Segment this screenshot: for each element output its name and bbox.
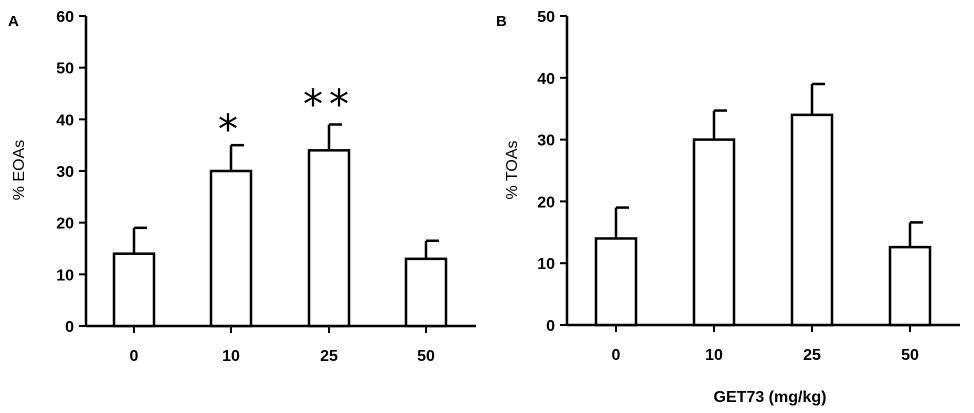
x-tick-label: 25 [803,347,821,364]
y-tick-label: 50 [537,9,555,26]
panel-b-y-ticks: 0 10 20 30 40 50 [537,9,567,335]
panel-b-chart: B % TOAs 0 10 20 30 40 50 0 10 25 50 GET73 (mg/k… [496,9,960,406]
panel-b-letter: B [496,13,507,30]
x-tick-label: 10 [705,347,723,364]
panel-a-error-bars [132,123,439,259]
y-tick-label: 30 [537,133,555,150]
bar-10 [692,138,736,327]
bar-25 [790,113,834,327]
panel-a-letter: A [8,13,19,30]
y-tick-label: 40 [537,71,555,88]
y-tick-label: 20 [537,194,555,211]
x-tick-label: 50 [901,347,919,364]
bar-0 [112,252,156,328]
significance-mark: * [218,107,244,153]
panel-b-y-axis-label: % TOAs [504,141,521,200]
bar-50 [888,245,932,327]
bar-25 [307,149,351,328]
bar-0 [594,237,638,327]
panel-b-x-axis-label: GET73 (mg/kg) [714,389,827,406]
y-tick-label: 60 [56,9,74,26]
panel-a-y-ticks: 0 10 20 30 40 50 60 [56,9,86,336]
y-tick-label: 30 [56,164,74,181]
panel-b-error-bars [614,82,923,248]
x-tick-label: 0 [612,347,621,364]
significance-mark: ** [303,82,355,128]
x-tick-label: 25 [320,348,338,365]
y-tick-label: 40 [56,112,74,129]
panel-b-bars [594,113,932,327]
x-tick-label: 10 [222,348,240,365]
panel-a-y-axis-label: % EOAs [11,140,28,200]
x-tick-label: 0 [130,348,139,365]
y-tick-label: 20 [56,216,74,233]
y-tick-label: 10 [56,267,74,284]
y-tick-label: 50 [56,61,74,78]
panel-a-significance-marks: *** [218,82,355,153]
y-tick-label: 10 [537,256,555,273]
y-tick-label: 0 [65,319,74,336]
panel-a-bars [112,149,448,328]
x-tick-label: 50 [417,348,435,365]
y-tick-label: 0 [546,318,555,335]
panel-b-x-ticks: 0 10 25 50 [612,325,919,364]
panel-a-x-ticks: 0 10 25 50 [130,326,435,365]
bar-10 [209,169,253,328]
bar-50 [404,257,448,328]
